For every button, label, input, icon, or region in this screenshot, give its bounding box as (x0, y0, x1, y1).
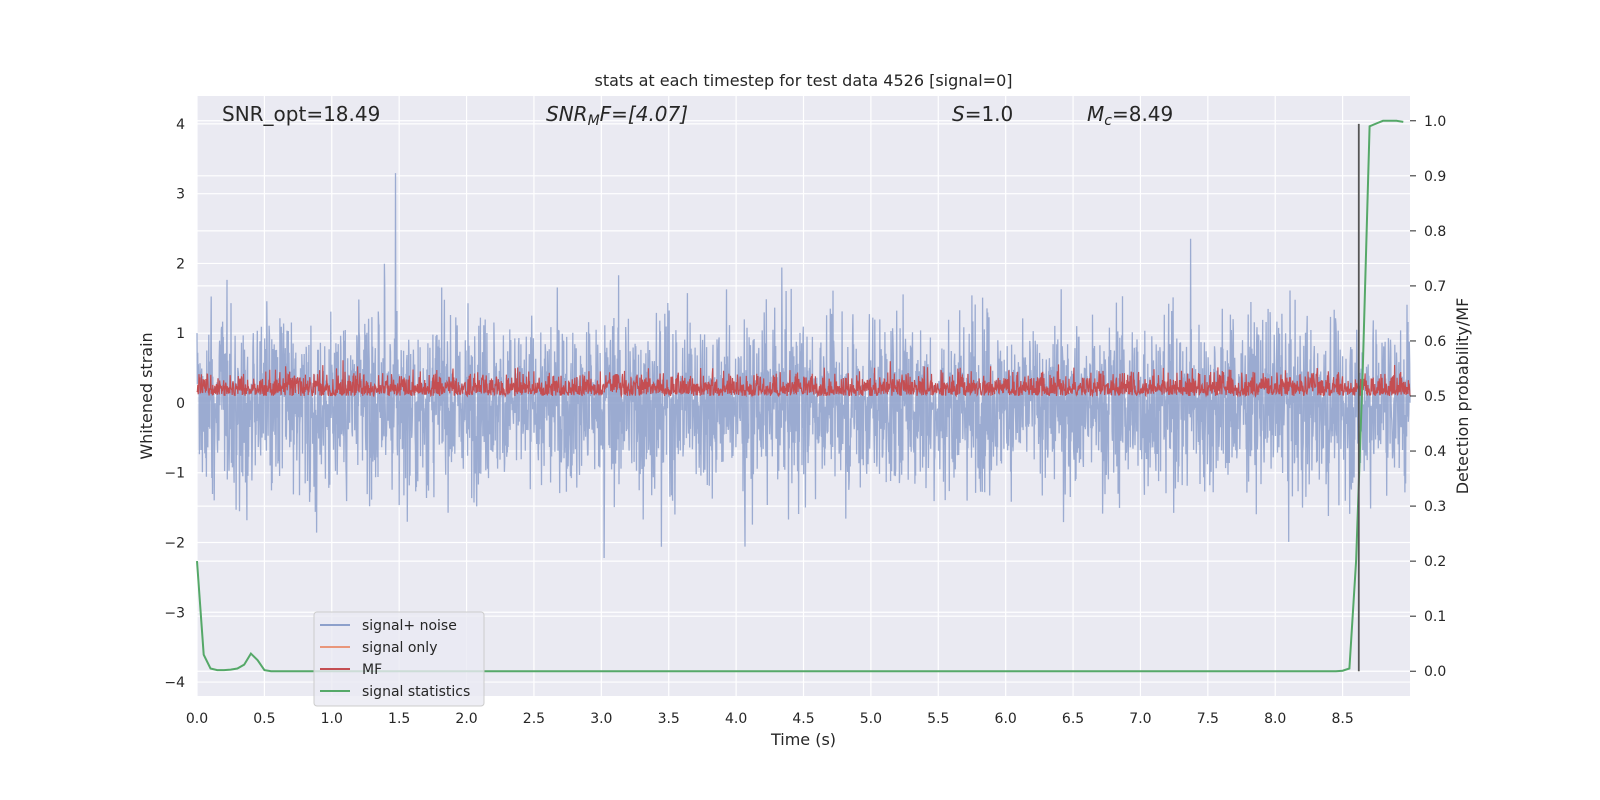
x-ticks: 0.0 0.5 1.0 1.5 2.0 2.5 3.0 3.5 4.0 4.5 5.0 5.5 6.0 6… (186, 711, 1354, 727)
y2-tick-label: 1.0 (1424, 114, 1446, 130)
series-mf (196, 360, 1411, 399)
annotation-mc: Mc=8.49 (1087, 102, 1173, 129)
x-tick-label: 6.0 (995, 711, 1017, 727)
y2-tick-label: 0.7 (1424, 279, 1446, 295)
x-tick-label: 0.0 (186, 711, 208, 727)
signal-noise-line (196, 173, 1411, 559)
y2-tick-label: 0.9 (1424, 169, 1446, 185)
x-tick-label: 4.0 (725, 711, 747, 727)
x-tick-label: 2.0 (455, 711, 477, 727)
y-axis-label: Whitened strain (137, 332, 156, 459)
chart-title: stats at each timestep for test data 452… (594, 71, 1012, 90)
x-tick-label: 6.5 (1062, 711, 1084, 727)
x-tick-label: 2.5 (523, 711, 545, 727)
y-tick-label: 1 (176, 326, 185, 342)
y-tick-label: 4 (176, 117, 185, 133)
x-tick-label: 7.0 (1129, 711, 1151, 727)
y2-tick-label: 0.3 (1424, 499, 1446, 515)
y2-tick-label: 0.1 (1424, 609, 1446, 625)
x-tick-label: 3.0 (590, 711, 612, 727)
y2-tick-label: 0.0 (1424, 664, 1446, 680)
annotation-s-value: =1.0 (965, 102, 1014, 126)
x-tick-label: 5.5 (927, 711, 949, 727)
annotation-mc-value: =8.49 (1112, 102, 1173, 126)
y-tick-label: 2 (176, 256, 185, 272)
annotation-snr-mf: SNRMF=[4.07] (546, 102, 688, 129)
x-axis-label: Time (s) (770, 730, 836, 749)
legend-box (313, 611, 485, 707)
y2-tick-label: 0.8 (1424, 224, 1446, 240)
series-signal-statistics (196, 119, 1404, 673)
x-tick-label: 0.5 (253, 711, 275, 727)
legend-label: MF (362, 662, 382, 678)
y-ticks: 4 3 2 1 0 −1 −2 −3 −4 (164, 117, 185, 691)
annotation-snr-mf-value: F=[4.07] (600, 102, 688, 126)
y-tick-label: −2 (164, 536, 185, 552)
x-tick-label: 1.0 (321, 711, 343, 727)
x-tick-label: 8.0 (1264, 711, 1286, 727)
y2-tick-label: 0.5 (1424, 389, 1446, 405)
y2-tick-label: 0.6 (1424, 334, 1446, 350)
signal-statistics-line (196, 119, 1404, 673)
y-tick-label: 0 (176, 396, 185, 412)
mf-line (196, 360, 1411, 399)
x-tick-label: 5.0 (860, 711, 882, 727)
y-tick-label: −3 (164, 605, 185, 621)
y2-axis-label: Detection probability/MF (1453, 298, 1472, 495)
annotation-s-symbol: S (952, 102, 965, 126)
series-signal-noise (196, 173, 1411, 559)
y-tick-label: −4 (164, 675, 185, 691)
annotation-mc-symbol: M (1087, 102, 1104, 126)
legend: signal+ noise signal only MF signal statist… (313, 611, 485, 707)
x-tick-label: 8.5 (1331, 711, 1353, 727)
y-tick-label: −1 (164, 466, 185, 482)
x-tick-label: 3.5 (658, 711, 680, 727)
annotation-mc-sub: c (1104, 113, 1112, 129)
annotation-s: S=1.0 (952, 102, 1013, 126)
x-tick-label: 1.5 (388, 711, 410, 727)
annotation-snr-mf-base: SNR (546, 102, 588, 126)
legend-label: signal statistics (362, 684, 470, 700)
legend-label: signal+ noise (362, 618, 457, 634)
annotation-snr-mf-sub: M (588, 113, 600, 129)
y2-tick-label: 0.2 (1424, 554, 1446, 570)
y-tick-label: 3 (176, 187, 185, 203)
x-tick-label: 4.5 (792, 711, 814, 727)
y2-tick-label: 0.4 (1424, 444, 1446, 460)
annotation-snr-opt: SNR_opt=18.49 (222, 102, 380, 126)
y2-ticks: 1.0 0.9 0.8 0.7 0.6 0.5 0.4 0.3 0.2 0.1 0.0 (1410, 114, 1446, 680)
legend-label: signal only (362, 640, 437, 656)
x-tick-label: 7.5 (1197, 711, 1219, 727)
